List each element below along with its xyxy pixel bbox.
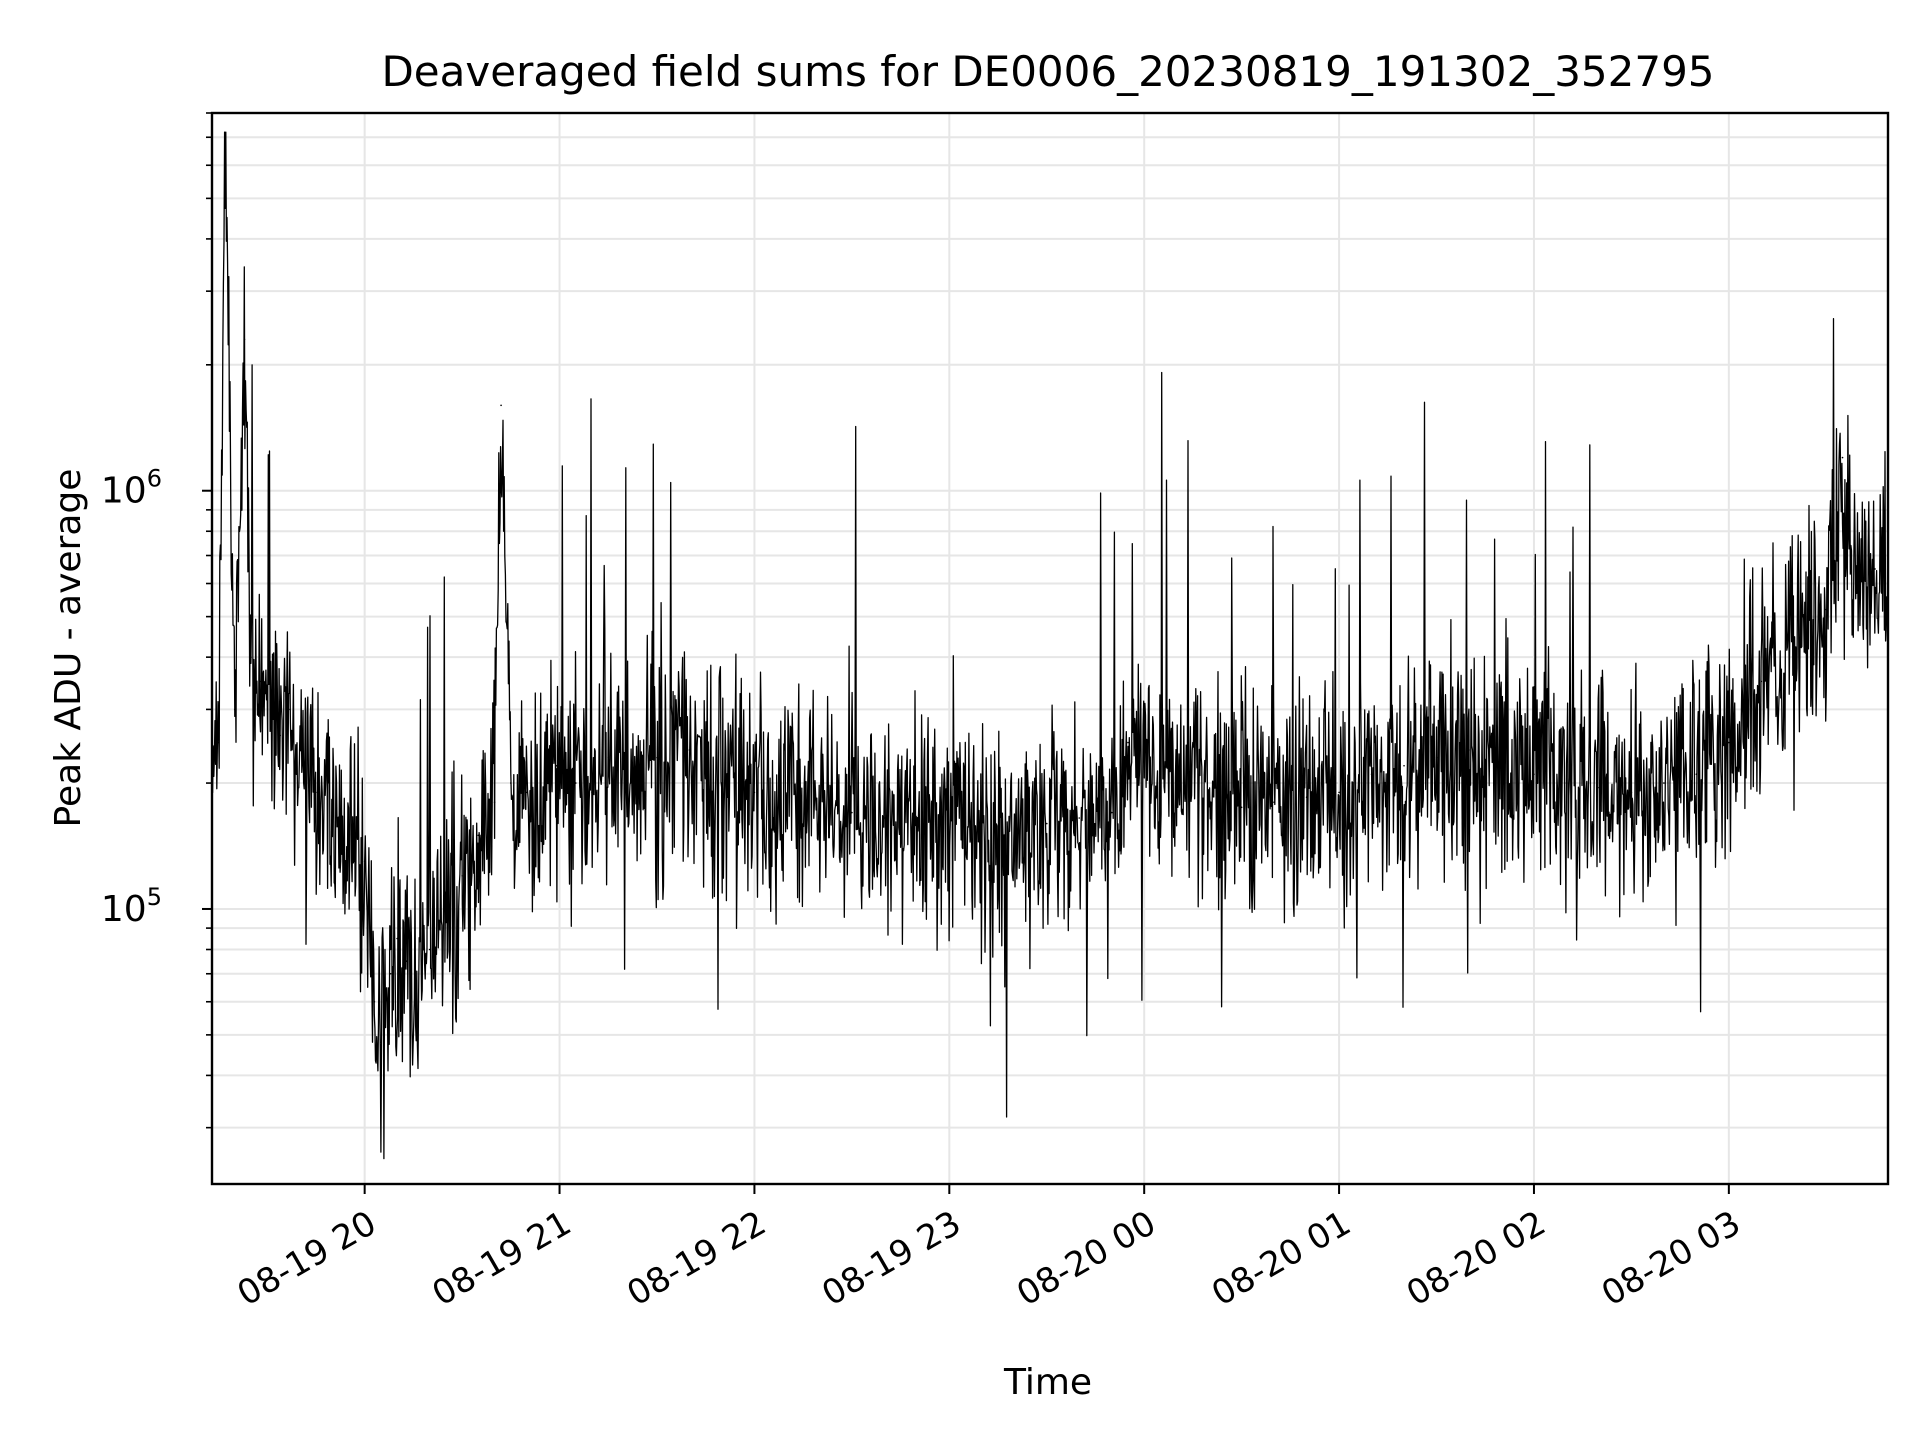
data-point [1874,568,1876,570]
data-point [347,822,350,825]
y-axis-label: Peak ADU - average [48,469,89,828]
data-point [851,811,853,814]
data-point [542,801,545,804]
data-point [1533,773,1535,775]
plot-frame [210,111,1890,1186]
y-tick-label: 106 [101,465,162,512]
data-point [373,1000,376,1003]
data-point [1695,773,1698,775]
data-point [380,1053,382,1055]
data-point [1175,782,1178,784]
data-point [1127,741,1129,744]
data-point [1857,582,1860,585]
data-point [672,741,675,744]
y-tick-base: 10 [101,889,147,930]
data-point [445,908,447,910]
data-point [315,791,317,794]
data-point [1045,822,1048,825]
data-point [1208,801,1210,804]
data-point [477,834,480,837]
data-point [1760,680,1763,683]
data-point [1825,608,1828,611]
data-point [883,817,886,819]
data-point [656,756,658,759]
data-point [786,801,788,804]
data-point [269,721,272,723]
data-point [363,860,366,863]
data-point [428,948,431,951]
data-point [555,764,558,767]
data-point [1468,749,1470,751]
data-point [1598,786,1600,789]
data-point [331,811,333,814]
data-point [591,791,593,794]
data-point [607,756,610,759]
data-point [980,828,983,831]
chart-title: Deaveraged field sums for DE0006_2023081… [381,47,1714,96]
data-point [289,708,291,711]
data-point [688,749,691,751]
data-point [415,986,418,989]
data-point [1630,791,1633,794]
data-point [1013,834,1016,837]
data-point [1403,764,1405,767]
data-point [1370,773,1373,775]
data-point [217,741,220,744]
y-tick-base: 10 [101,471,147,512]
data-point [916,822,918,825]
data-point [493,801,496,804]
data-point [1663,782,1665,784]
data-point [818,806,821,809]
data-point [406,960,408,963]
data-point [461,875,463,877]
data-point [1143,756,1145,759]
data-point [298,749,301,751]
data-point [623,773,626,775]
data-point [704,764,707,767]
data-point [250,656,252,658]
data-point [1110,811,1113,814]
data-point [500,404,502,407]
data-point [279,734,282,737]
series-layer [211,131,1889,1160]
data-point [243,338,246,341]
data-point [1305,796,1308,799]
y-tick-exponent: 5 [147,883,162,911]
series-line [211,131,1889,1160]
data-point [1565,782,1568,784]
data-point [526,791,528,794]
data-point [721,782,723,784]
data-point [1841,456,1844,459]
data-point [1728,741,1730,744]
data-point [510,782,512,784]
data-point [396,937,398,940]
data-point [1500,764,1503,767]
data-point [1338,791,1340,794]
data-point [948,834,951,837]
data-point [259,680,262,683]
data-point [1273,801,1275,804]
data-point [753,791,756,794]
data-point [1435,756,1438,759]
data-point [233,708,236,711]
y-tick-label: 105 [101,883,162,930]
x-axis-label: Time [1003,1362,1092,1403]
data-point [1078,817,1081,819]
y-tick-exponent: 6 [147,465,162,493]
data-point [574,782,577,784]
data-point [224,136,226,139]
data-point [1793,647,1795,650]
data-point [1240,806,1243,809]
data-point [389,972,392,975]
